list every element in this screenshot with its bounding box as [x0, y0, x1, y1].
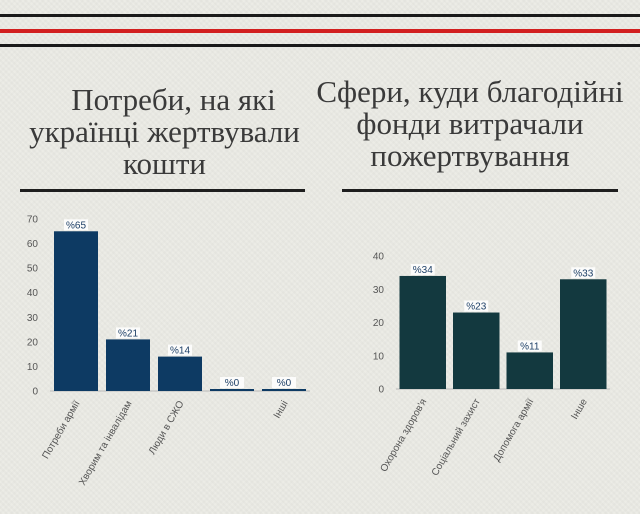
- left-chart-bar: [210, 389, 254, 391]
- left-title-line-3: кошти: [123, 146, 206, 181]
- right-chart-y-tick-label: 0: [378, 385, 384, 396]
- right-chart-y-tick-label: 30: [373, 285, 385, 296]
- header-line-red: [0, 29, 640, 33]
- left-chart-y-tick-label: 10: [27, 362, 39, 373]
- right-chart-y-tick-label: 40: [373, 252, 385, 263]
- left-chart-bar: [54, 231, 98, 391]
- right-chart-data-label: %33: [573, 268, 593, 279]
- left-title-line-2: українці жертвували: [29, 114, 300, 149]
- right-chart-data-label: %11: [520, 341, 540, 352]
- right-chart-category-label: Охорона здоров'я: [379, 397, 430, 474]
- right-chart-title: Сфери, куди благодійні фонди витрачали п…: [300, 76, 640, 172]
- left-title-line-1: Потреби, на які: [71, 82, 276, 117]
- left-chart-data-label: %65: [66, 220, 86, 231]
- left-title-underline: [20, 189, 305, 192]
- right-chart-y-tick-label: 20: [373, 318, 385, 329]
- left-chart-data-label: %0: [225, 378, 240, 389]
- right-chart-category-label: Допомога армії: [492, 397, 537, 464]
- left-chart-data-label: %0: [277, 378, 292, 389]
- right-chart-data-label-bg: [410, 263, 435, 275]
- left-chart-data-label-bg: [220, 377, 244, 388]
- right-chart-category-label: Соціальний захист: [430, 397, 483, 478]
- right-title-underline: [342, 189, 618, 192]
- right-chart-data-label-bg: [464, 300, 489, 312]
- left-chart-data-label-bg: [64, 219, 88, 231]
- left-chart-bar: [106, 339, 150, 391]
- header-line-bottom: [0, 44, 640, 47]
- left-chart-y-tick-label: 30: [27, 313, 39, 324]
- left-chart-y-tick-label: 40: [27, 288, 39, 299]
- right-chart-data-label: %34: [413, 265, 433, 276]
- left-chart-data-label-bg: [116, 327, 140, 339]
- right-chart-category-label: Інше: [569, 397, 590, 422]
- right-chart-y-tick-label: 10: [373, 351, 385, 362]
- left-chart-bar: [262, 389, 306, 391]
- header-line-top: [0, 14, 640, 17]
- right-chart-bar: [453, 312, 500, 389]
- left-chart-title: Потреби, на які українці жертвували кошт…: [12, 84, 317, 180]
- right-chart-data-label-bg: [571, 267, 596, 279]
- left-chart-bar: [158, 356, 202, 391]
- left-chart-y-tick-label: 0: [32, 387, 38, 398]
- right-title-line-3: пожертвування: [370, 138, 570, 173]
- right-title-line-1: Сфери, куди благодійні: [316, 74, 624, 109]
- right-title-line-2: фонди витрачали: [356, 106, 584, 141]
- left-chart-y-tick-label: 60: [27, 239, 39, 250]
- left-chart-data-label: %14: [170, 346, 190, 357]
- right-chart-bar: [560, 279, 607, 389]
- left-chart-y-tick-label: 50: [27, 264, 39, 275]
- left-chart-y-tick-label: 70: [27, 215, 39, 226]
- left-chart-data-label-bg: [168, 344, 192, 356]
- left-chart-data-label-bg: [272, 377, 296, 388]
- left-chart-y-tick-label: 20: [27, 337, 39, 348]
- right-chart-data-label-bg: [517, 340, 542, 352]
- right-chart-bar: [506, 352, 553, 389]
- right-chart-data-label: %23: [466, 302, 486, 313]
- left-chart-data-label: %21: [118, 328, 138, 339]
- right-chart-bar: [399, 275, 446, 389]
